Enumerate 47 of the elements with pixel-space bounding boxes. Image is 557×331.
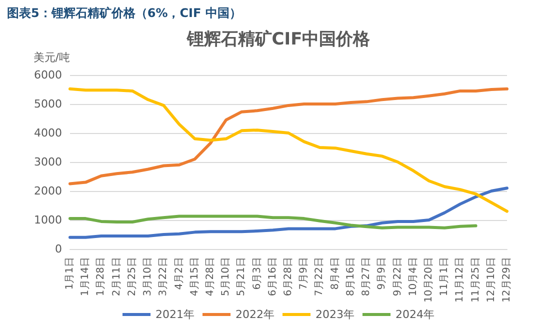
x-tick-label: 9月22日 [392,257,404,296]
x-tick-label: 12月29日 [502,257,512,302]
x-tick-label: 3月10日 [142,257,154,296]
x-tick-label: 7月9日 [298,257,310,290]
x-tick-label: 1月28日 [96,257,107,296]
x-tick-label: 6月3日 [252,257,263,290]
y-tick-label: 6000 [34,68,62,82]
x-tick-label: 11月1日 [439,257,450,296]
line-series [68,186,508,239]
x-tick-label: 11月12日 [454,257,466,302]
x-tick-label: 6月28日 [283,257,294,296]
y-axis-title: 美元/吨 [33,51,70,64]
x-tick-label: 4月2日 [174,257,185,290]
x-tick-label: 8月4日 [330,257,341,290]
legend-label: 2022年 [236,308,275,321]
x-tick-label: 10月20日 [423,257,434,302]
x-tick-label: 1月1日 [64,257,76,290]
x-tick-label: 4月28日 [204,257,216,296]
x-tick-label: 5月10日 [220,257,232,296]
y-tick-label: 0 [55,242,62,256]
x-tick-label: 8月16日 [345,257,356,296]
text: 图表5：锂辉石精矿价格（6%，CIF 中国） [7,6,242,20]
x-tick-label: 12月10日 [486,257,497,302]
line-series [68,87,508,213]
legend-label: 2021年 [156,308,195,321]
y-tick-label: 2000 [34,184,62,198]
legend-label: 2024年 [395,308,434,321]
y-tick-label: 1000 [34,214,62,226]
x-tick-label: 2月25日 [126,257,138,296]
y-tick-label: 3000 [34,156,62,168]
x-tick-label: 4月15日 [189,257,200,296]
x-tick-label: 9月9日 [376,257,388,290]
legend-label: 2023年 [316,308,354,321]
y-tick-label: 5000 [34,98,62,110]
x-tick-label: 5月21日 [236,257,248,296]
x-tick-label: 2月11日 [111,257,122,296]
x-tick-label: 10月4日 [408,257,419,296]
y-tick-label: 4000 [34,126,62,140]
line-series [68,87,508,186]
x-tick-label: 6月16日 [267,257,278,296]
chart-title: 锂辉石精矿CIF中国价格 [186,30,372,50]
x-tick-label: 1月14日 [80,257,92,296]
x-tick-label: 11月25日 [470,257,482,302]
line-series [68,214,478,230]
x-tick-label: 8月27日 [361,257,372,296]
x-tick-label: 3月22日 [158,257,170,296]
x-tick-label: 7月22日 [314,257,326,296]
